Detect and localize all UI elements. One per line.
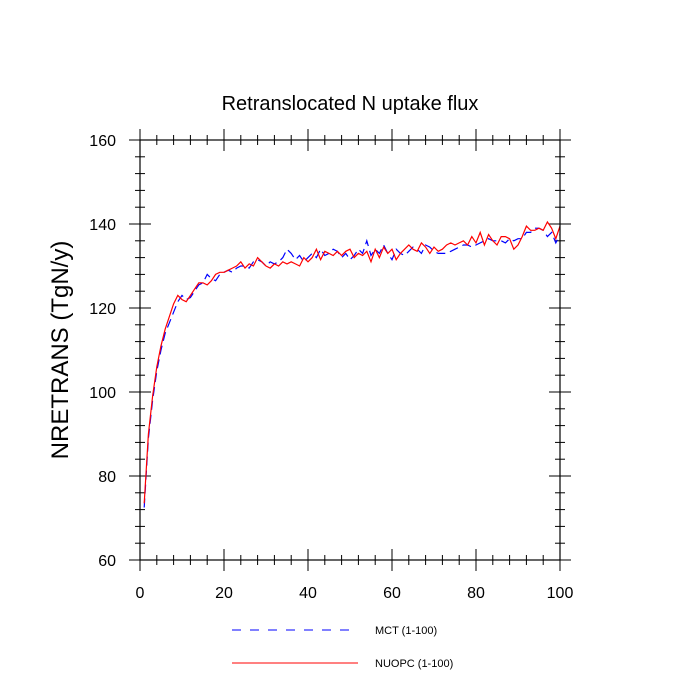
legend-label: MCT (1-100) — [375, 625, 437, 637]
x-tick-label: 20 — [215, 585, 233, 602]
series-line-nuopc — [143, 220, 561, 504]
y-tick-label: 100 — [89, 385, 116, 402]
y-tick-label: 120 — [89, 301, 116, 318]
chart-title: Retranslocated N uptake flux — [222, 93, 479, 115]
y-tick-label: 160 — [89, 133, 116, 150]
y-tick-label: 80 — [98, 469, 116, 486]
legend: MCT (1-100) NUOPC (1-100) — [232, 625, 453, 670]
plot-frame — [139, 139, 561, 561]
x-tick-label: 80 — [467, 585, 485, 602]
ticks-layer: 0 20 40 60 80 100 60 80 100 120 140 160 — [89, 129, 573, 602]
x-tick-label: 40 — [299, 585, 317, 602]
y-tick-label: 60 — [98, 553, 116, 570]
x-tick-label: 60 — [383, 585, 401, 602]
series-line-mct — [143, 227, 561, 508]
y-axis-label: NRETRANS (TgN/y) — [47, 241, 74, 460]
x-tick-label: 100 — [547, 585, 574, 602]
y-tick-label: 140 — [89, 217, 116, 234]
legend-label: NUOPC (1-100) — [375, 658, 453, 670]
x-tick-label: 0 — [136, 585, 145, 602]
series-layer — [143, 220, 561, 508]
